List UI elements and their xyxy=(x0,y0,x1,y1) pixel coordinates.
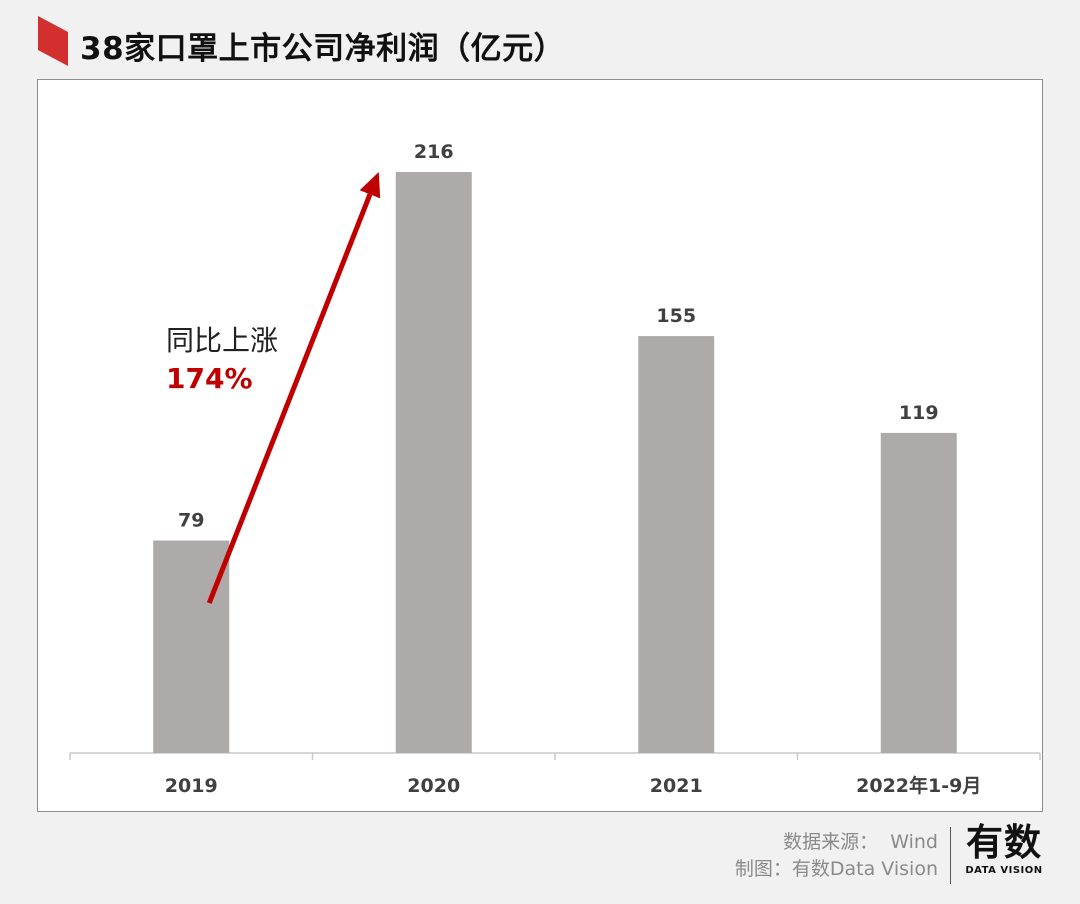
footer-divider xyxy=(950,827,951,884)
maker-label: 制图： xyxy=(734,858,792,880)
title-marker-icon xyxy=(38,16,68,66)
bar-2021 xyxy=(638,336,715,753)
logo-main-text: 有数 xyxy=(966,821,1042,864)
data-label: 119 xyxy=(899,402,939,424)
data-label: 216 xyxy=(414,141,454,163)
source-line: 数据来源： Wind xyxy=(735,829,938,856)
x-tick-label: 2020 xyxy=(407,775,460,797)
x-tick-label: 2019 xyxy=(165,775,218,797)
growth-arrow-shaft xyxy=(206,193,373,604)
annotation-percent: 174% xyxy=(166,362,253,395)
maker-value: 有数Data Vision xyxy=(791,858,938,880)
growth-arrow xyxy=(206,172,381,604)
logo-sub-text: DATA VISION xyxy=(965,865,1043,876)
growth-arrow-head xyxy=(359,172,381,199)
footer-credits: 数据来源： Wind 制图：有数Data Vision xyxy=(735,829,938,883)
x-tick-label: 2021 xyxy=(650,775,703,797)
page-title: 38家口罩上市公司净利润（亿元） xyxy=(80,31,566,67)
data-label: 155 xyxy=(656,305,696,327)
bar-2020 xyxy=(395,172,472,753)
source-value: Wind xyxy=(890,831,938,853)
maker-line: 制图：有数Data Vision xyxy=(735,856,938,883)
source-label: 数据来源： xyxy=(783,831,879,853)
bar-2022年1-9月 xyxy=(880,432,957,753)
bar-2019 xyxy=(153,540,230,753)
x-tick-label: 2022年1-9月 xyxy=(856,774,981,797)
brand-logo: 有数 DATA VISION xyxy=(962,824,1046,876)
data-label: 79 xyxy=(178,510,204,532)
annotation-label: 同比上涨 xyxy=(166,324,279,357)
